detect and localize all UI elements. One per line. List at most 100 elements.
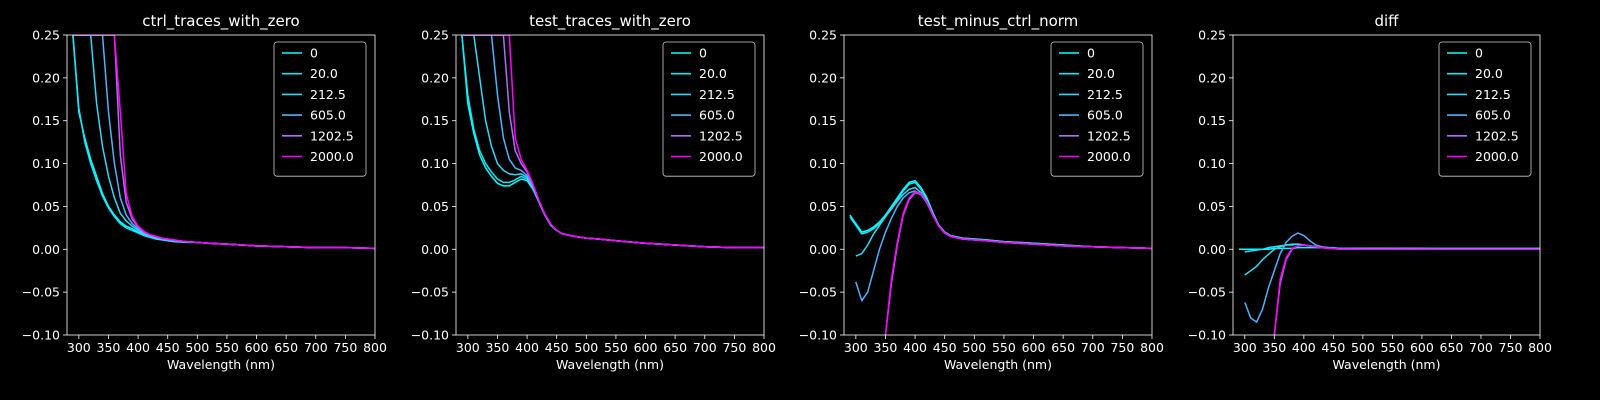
x-tick-label: 800: [1528, 340, 1552, 355]
x-tick-label: 750: [333, 340, 357, 355]
y-tick-label: 0.00: [1198, 242, 1226, 257]
x-tick-label: 550: [604, 340, 628, 355]
legend-label: 605.0: [699, 108, 735, 123]
legend-label: 212.5: [1475, 87, 1511, 102]
legend-label: 0: [1087, 46, 1095, 61]
series-line: [849, 181, 1152, 250]
x-tick-label: 800: [363, 340, 387, 355]
x-axis-label: Wavelength (nm): [167, 357, 275, 372]
chart-panel: 300 350 400 450 500 550 600 650 700 750 800 −0.10 −0…: [22, 12, 387, 372]
chart-panel: 300 350 400 450 500 550 600 650 700 750 800 −0.10 −0…: [799, 12, 1164, 372]
x-tick-label: 500: [185, 340, 209, 355]
x-tick-label: 600: [245, 340, 269, 355]
y-tick-label: 0.00: [809, 242, 837, 257]
legend-label: 20.0: [1475, 66, 1503, 81]
legend-label: 0: [310, 46, 318, 61]
legend-label: 0: [699, 46, 707, 61]
y-tick-label: 0.10: [32, 156, 60, 171]
chart-title: ctrl_traces_with_zero: [142, 12, 299, 31]
x-tick-label: 500: [962, 340, 986, 355]
x-tick-label: 400: [515, 340, 539, 355]
x-tick-label: 450: [933, 340, 957, 355]
y-tick-label: −0.10: [411, 328, 449, 343]
x-tick-label: 350: [486, 340, 510, 355]
y-tick-label: −0.10: [1188, 328, 1226, 343]
y-tick-label: 0.05: [809, 199, 837, 214]
y-tick-label: 0.15: [421, 113, 449, 128]
y-tick-label: −0.05: [1188, 285, 1226, 300]
y-tick-label: 0.20: [809, 70, 837, 85]
x-tick-label: 600: [1022, 340, 1046, 355]
y-tick-label: 0.05: [421, 199, 449, 214]
y-tick-label: 0.20: [421, 70, 449, 85]
axes-frame: [1232, 34, 1541, 336]
plot-area: [72, 35, 375, 250]
x-tick-label: 600: [634, 340, 658, 355]
series-line: [72, 35, 375, 250]
legend-label: 1202.5: [1475, 128, 1519, 143]
x-tick-label: 550: [1380, 340, 1404, 355]
x-axis-label: Wavelength (nm): [944, 357, 1052, 372]
legend-label: 605.0: [310, 108, 346, 123]
legend-label: 212.5: [1087, 87, 1123, 102]
y-tick-label: 0.20: [32, 70, 60, 85]
x-tick-label: 500: [1351, 340, 1375, 355]
axes-frame: [66, 34, 376, 336]
x-tick-label: 350: [874, 340, 898, 355]
legend-label: 2000.0: [1087, 149, 1131, 164]
legend-label: 1202.5: [1087, 128, 1131, 143]
x-tick-label: 700: [1469, 340, 1493, 355]
y-tick-label: 0.10: [1198, 156, 1226, 171]
y-tick-label: 0.20: [1198, 70, 1226, 85]
legend-label: 20.0: [699, 66, 727, 81]
series-line: [849, 179, 1152, 250]
y-tick-label: 0.00: [32, 242, 60, 257]
x-axis-label: Wavelength (nm): [556, 357, 664, 372]
y-tick-label: −0.10: [22, 328, 60, 343]
y-tick-label: 0.05: [32, 199, 60, 214]
series-line: [461, 35, 764, 249]
x-tick-label: 550: [992, 340, 1016, 355]
legend: 0 20.0 212.5 605.0 1202.5 2000.0: [273, 41, 367, 177]
series-line: [1273, 244, 1540, 335]
x-tick-label: 400: [126, 340, 150, 355]
series-line: [855, 190, 1152, 302]
series-line: [1244, 232, 1540, 323]
series-line: [884, 191, 1152, 335]
y-tick-label: 0.10: [809, 156, 837, 171]
chart-title: diff: [1374, 12, 1399, 30]
legend-label: 212.5: [310, 87, 346, 102]
legend-box: [662, 41, 756, 177]
x-axis-label: Wavelength (nm): [1333, 357, 1441, 372]
x-tick-label: 300: [456, 340, 480, 355]
chart-title: test_minus_ctrl_norm: [918, 12, 1079, 31]
x-tick-label: 700: [693, 340, 717, 355]
chart-panel: 300 350 400 450 500 550 600 650 700 750 800 −0.10 −0…: [411, 12, 776, 372]
legend: 0 20.0 212.5 605.0 1202.5 2000.0: [1050, 41, 1144, 177]
legend-label: 605.0: [1475, 108, 1511, 123]
legend-box: [1438, 41, 1532, 177]
legend-label: 1202.5: [699, 128, 743, 143]
x-tick-label: 300: [844, 340, 868, 355]
legend-label: 1202.5: [310, 128, 354, 143]
legend-label: 2000.0: [310, 149, 354, 164]
x-tick-label: 300: [67, 340, 91, 355]
y-tick-label: 0.15: [809, 113, 837, 128]
x-tick-label: 400: [1292, 340, 1316, 355]
x-tick-label: 700: [1081, 340, 1105, 355]
chart-title: test_traces_with_zero: [529, 12, 691, 31]
x-tick-label: 750: [722, 340, 746, 355]
x-tick-label: 350: [97, 340, 121, 355]
x-tick-label: 300: [1233, 340, 1257, 355]
x-tick-label: 450: [156, 340, 180, 355]
y-tick-label: −0.10: [799, 328, 837, 343]
legend-label: 20.0: [1087, 66, 1115, 81]
legend-label: 2000.0: [699, 149, 743, 164]
x-tick-label: 400: [903, 340, 927, 355]
y-tick-label: 0.00: [421, 242, 449, 257]
y-tick-label: 0.25: [809, 28, 837, 43]
x-tick-label: 350: [1262, 340, 1286, 355]
x-tick-label: 650: [663, 340, 687, 355]
y-tick-label: 0.05: [1198, 199, 1226, 214]
